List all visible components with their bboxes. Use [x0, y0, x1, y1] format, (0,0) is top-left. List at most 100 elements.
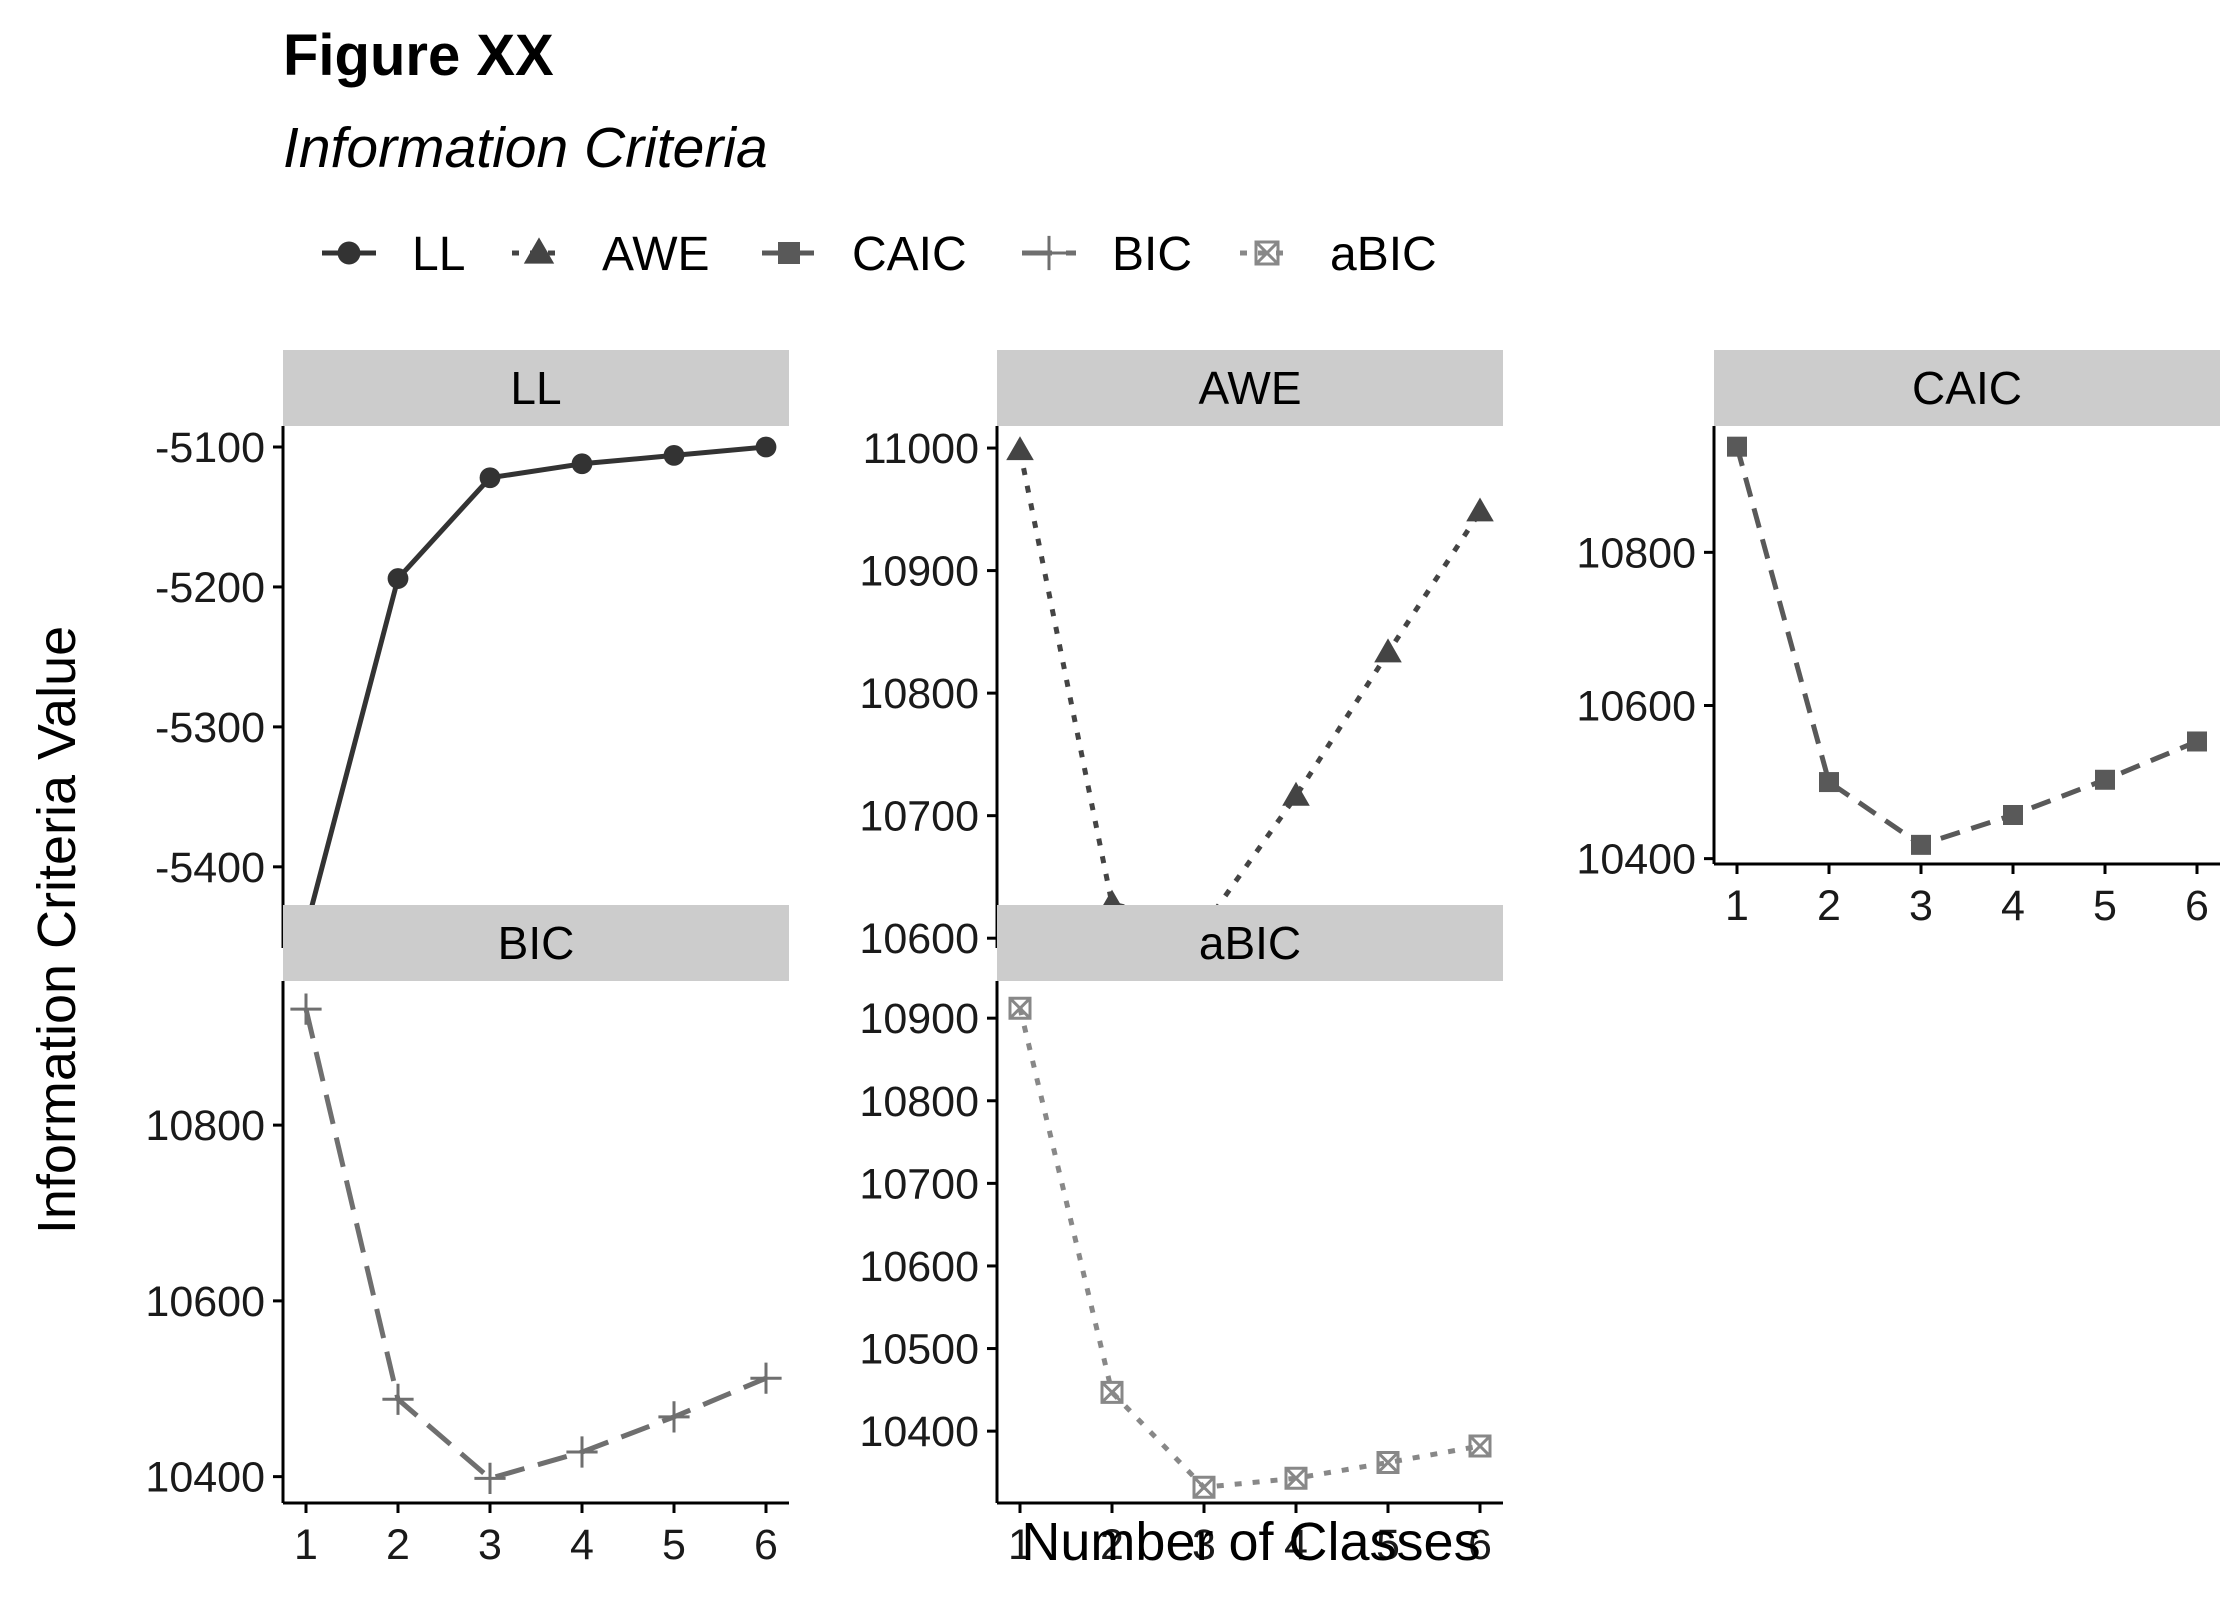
data-point — [2187, 731, 2207, 752]
panel-awe: AWE 10600 10700 10800 10900 11000 — [859, 350, 1503, 963]
data-point — [2003, 804, 2023, 825]
data-point — [1100, 1380, 1124, 1404]
facet-strip — [283, 905, 789, 981]
series-line-ll — [303, 444, 767, 930]
y-tick-label: -5100 — [155, 424, 265, 472]
data-point — [755, 436, 777, 458]
y-tick-label: 10900 — [859, 995, 979, 1043]
x-tick-label: 6 — [2185, 882, 2209, 930]
legend-item-awe: AWE — [512, 228, 710, 281]
y-tick-label: 10800 — [859, 670, 979, 718]
x-tick-label: 3 — [1909, 882, 1933, 930]
x-tick-label: 5 — [662, 1521, 686, 1569]
facet-strip-label: AWE — [1198, 362, 1301, 414]
legend-label: CAIC — [852, 228, 967, 281]
data-point — [658, 1401, 690, 1433]
panel-bic: BIC 10400 10600 10800 1 2 3 4 5 6 — [145, 905, 789, 1569]
data-point — [1006, 436, 1034, 461]
data-point — [566, 1436, 598, 1468]
data-point — [1282, 781, 1310, 806]
legend-key-marker — [1031, 235, 1067, 271]
legend-item-caic: CAIC — [762, 228, 967, 281]
series-line-caic — [1734, 446, 2198, 848]
y-tick-label: 10900 — [859, 548, 979, 596]
y-tick-label: -5200 — [155, 564, 265, 612]
facet-strip-label: CAIC — [1912, 362, 2022, 414]
y-tick-label: 10600 — [859, 915, 979, 963]
legend: LL AWE CAIC BIC aBIC — [322, 228, 1437, 281]
data-point — [1819, 772, 1839, 793]
x-tick-label: 5 — [2093, 882, 2117, 930]
facet-strip — [1714, 350, 2220, 426]
series-line-awe — [1017, 450, 1483, 929]
x-tick-label: 1 — [1725, 882, 1749, 930]
figure-subtitle: Information Criteria — [283, 116, 768, 180]
y-tick-label: 10400 — [859, 1408, 979, 1456]
x-tick-label: 1 — [294, 1521, 318, 1569]
y-tick-label: 11000 — [863, 425, 979, 473]
y-tick-label: 10600 — [859, 1243, 979, 1291]
x-axis-label: Number of Classes — [1021, 1512, 1480, 1572]
panel-abic: aBIC 10400 10500 10600 10700 10800 10900 1 2 3 4 5 6 — [859, 905, 1503, 1569]
data-point — [1376, 1451, 1400, 1475]
panel-caic: CAIC 10400 10600 10800 1 2 3 4 5 6 — [1576, 350, 2220, 930]
data-point — [1008, 996, 1032, 1020]
data-point — [571, 453, 593, 475]
legend-key-marker — [523, 237, 555, 264]
legend-key-marker — [778, 242, 800, 264]
y-tick-label: 10800 — [859, 1078, 979, 1126]
legend-item-ll: LL — [322, 228, 465, 281]
data-point — [1468, 1434, 1492, 1458]
facet-panels: LL -5100 -5200 -5300 -5400 AWE 10600 10700 10800… — [145, 350, 2220, 1569]
x-tick-label: 5 — [1376, 1521, 1400, 1569]
data-point — [1727, 436, 1747, 457]
data-point — [1466, 497, 1494, 522]
x-tick-label: 3 — [478, 1521, 502, 1569]
y-tick-label: 10800 — [1576, 529, 1696, 577]
y-tick-label: 10400 — [1576, 836, 1696, 884]
legend-label: BIC — [1112, 228, 1192, 281]
x-tick-label: 2 — [1817, 882, 1841, 930]
facet-strip-label: LL — [510, 362, 561, 414]
panel-ll: LL -5100 -5200 -5300 -5400 — [155, 350, 789, 948]
y-tick-label: 10600 — [145, 1278, 265, 1326]
legend-label: AWE — [602, 228, 710, 281]
x-tick-label: 2 — [1100, 1521, 1124, 1569]
data-point — [1284, 1466, 1308, 1490]
data-point — [387, 568, 409, 589]
y-tick-label: -5400 — [155, 844, 265, 892]
x-tick-label: 4 — [2001, 882, 2025, 930]
facet-strip — [997, 905, 1503, 981]
x-tick-label: 1 — [1008, 1521, 1032, 1569]
legend-label: LL — [412, 228, 465, 281]
y-tick-label: 10800 — [145, 1102, 265, 1150]
data-point — [479, 467, 501, 489]
data-point — [1911, 834, 1931, 855]
data-point — [663, 444, 685, 466]
x-tick-label: 6 — [754, 1521, 778, 1569]
legend-key-marker — [337, 241, 361, 265]
x-tick-label: 4 — [1284, 1521, 1308, 1569]
y-tick-label: -5300 — [155, 704, 265, 752]
data-point — [382, 1383, 414, 1415]
legend-label: aBIC — [1330, 228, 1437, 281]
facet-strip — [997, 350, 1503, 426]
data-point — [290, 993, 322, 1025]
y-tick-label: 10400 — [145, 1454, 265, 1502]
data-point — [2095, 769, 2115, 790]
x-tick-label: 2 — [386, 1521, 410, 1569]
legend-key-marker — [1254, 240, 1280, 266]
y-tick-label: 10600 — [1576, 682, 1696, 730]
legend-item-bic: BIC — [1022, 228, 1192, 281]
data-point — [1374, 638, 1402, 663]
legend-item-abic: aBIC — [1240, 228, 1437, 281]
series-line-bic — [303, 1008, 767, 1481]
data-point — [1192, 1475, 1216, 1499]
y-tick-label: 10700 — [859, 1160, 979, 1208]
series-line-abic — [1017, 1007, 1481, 1490]
data-point — [474, 1462, 506, 1494]
y-tick-label: 10700 — [859, 793, 979, 841]
data-point — [750, 1362, 782, 1394]
x-tick-label: 6 — [1468, 1521, 1492, 1569]
